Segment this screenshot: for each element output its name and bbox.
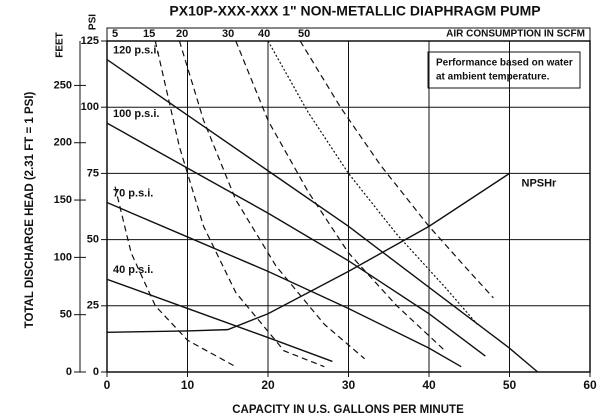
series-line: [235, 40, 446, 352]
series-line: [106, 201, 462, 368]
y2-unit-label: FEET: [55, 32, 66, 58]
x-tick-label: 30: [342, 378, 356, 392]
chart-title: PX10P-XXX-XXX 1" NON-METALLIC DIAPHRAGM …: [169, 3, 540, 19]
npsh-label: NPSHr: [522, 177, 558, 189]
air-label: 50: [298, 28, 310, 40]
air-label: 40: [258, 28, 270, 40]
y2-tick-label: 250: [54, 79, 72, 91]
air-label: 30: [222, 28, 234, 40]
series-line: [178, 40, 365, 360]
annotation-line: Performance based on water: [436, 58, 573, 69]
x-tick-label: 50: [503, 378, 517, 392]
y-unit-label: PSI: [88, 14, 99, 30]
air-label: 5: [112, 28, 118, 40]
y-tick-label: 75: [87, 167, 99, 179]
annotation-box: [427, 51, 581, 89]
top-axis-label: AIR CONSUMPTION IN SCFM: [446, 29, 585, 40]
x-tick-label: 60: [583, 378, 597, 392]
pressure-label: 120 p.s.i.: [113, 44, 159, 56]
x-tick-label: 40: [422, 378, 436, 392]
y-tick-label: 0: [93, 366, 99, 378]
y-tick-label: 100: [81, 101, 99, 113]
pressure-label: 100 p.s.i.: [113, 108, 159, 120]
y2-tick-label: 0: [66, 366, 72, 378]
y2-tick-label: 200: [54, 137, 72, 149]
pressure-label: 40 p.s.i.: [113, 264, 153, 276]
y-tick-label: 25: [87, 300, 99, 312]
y2-tick-label: 50: [60, 309, 72, 321]
pressure-label: 70 p.s.i.: [113, 187, 153, 199]
series-line: [114, 186, 237, 368]
air-label: 20: [176, 28, 188, 40]
series-line: [106, 278, 333, 363]
y-axis-label: TOTAL DISCHARGE HEAD (2.31 FT = 1 PSI): [24, 91, 36, 328]
series-line: [106, 58, 539, 373]
series-line: [299, 40, 494, 299]
series-line: [154, 40, 325, 368]
x-tick-label: 0: [104, 378, 111, 392]
series-line: [106, 122, 486, 357]
y2-tick-label: 100: [54, 251, 72, 263]
y-tick-label: 125: [81, 35, 99, 47]
series-line: [267, 40, 478, 325]
annotation-line: at ambient temperature.: [436, 72, 550, 83]
x-axis-label: CAPACITY IN U.S. GALLONS PER MINUTE: [232, 404, 464, 416]
series-line: [106, 172, 510, 333]
x-tick-label: 20: [261, 378, 275, 392]
x-tick-label: 10: [181, 378, 195, 392]
y-tick-label: 50: [87, 234, 99, 246]
air-label: 15: [143, 28, 155, 40]
y2-tick-label: 150: [54, 194, 72, 206]
